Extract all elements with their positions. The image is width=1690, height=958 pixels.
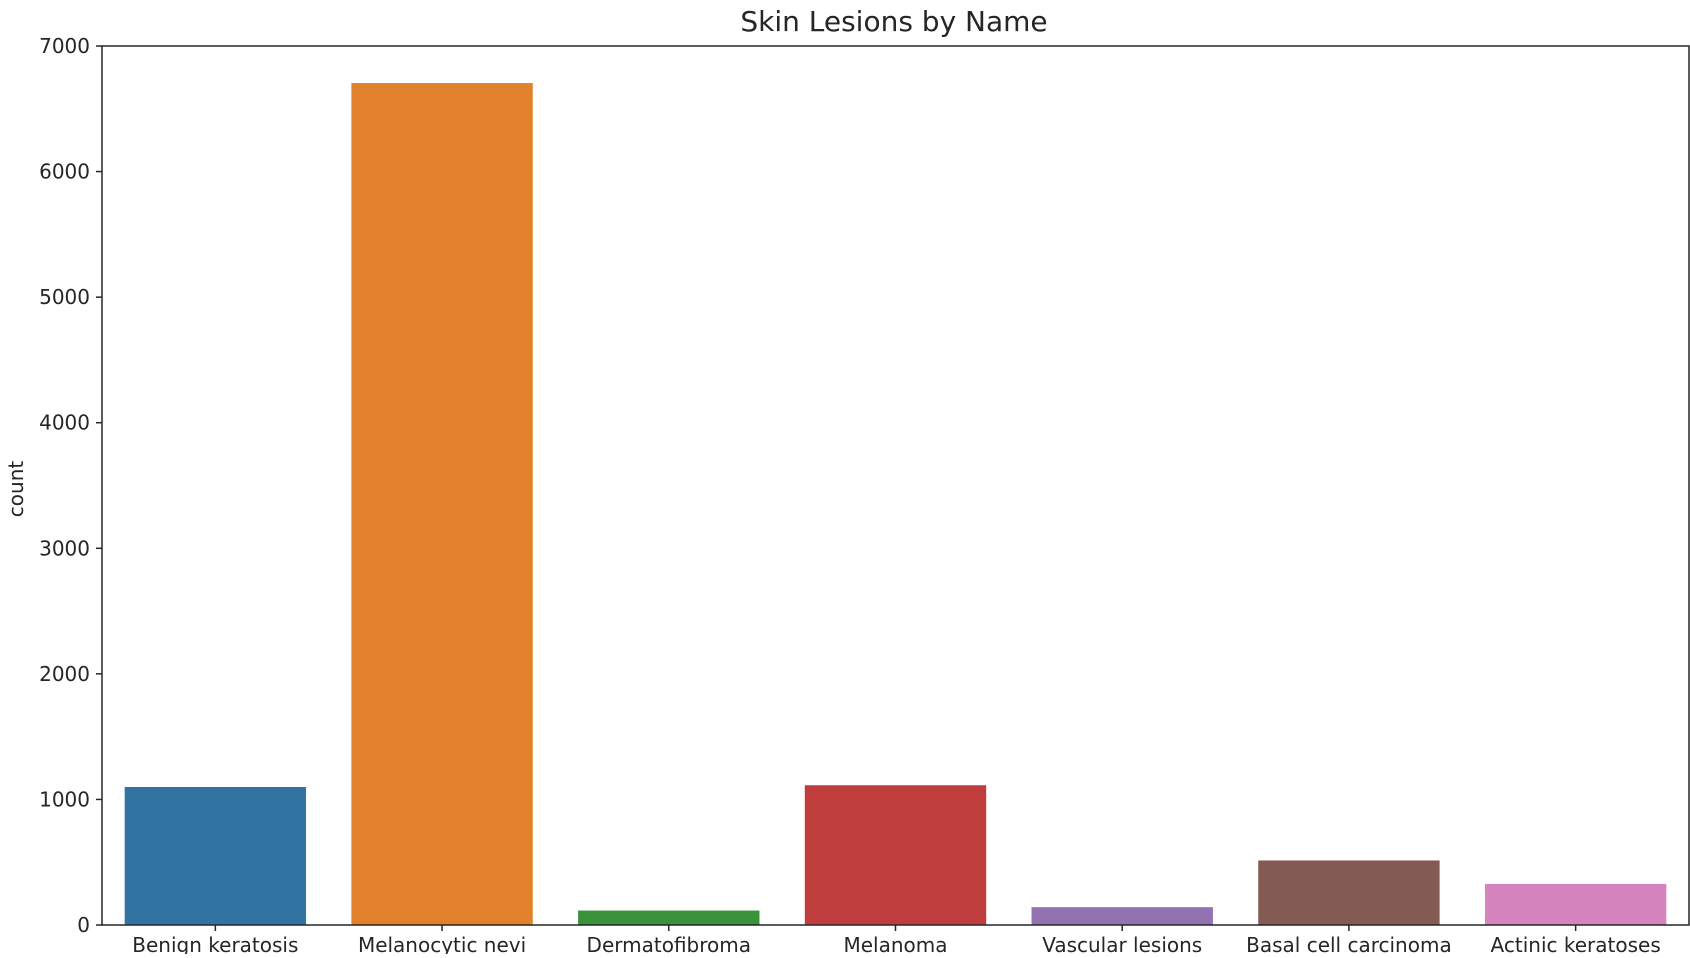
bar-basal-cell-carcinoma [1258,860,1440,925]
bar-melanoma [804,785,987,925]
bar-dermatofibroma [578,910,760,925]
x-tick-label: Vascular lesions [1042,933,1202,954]
x-tick-label: Melanocytic nevi [358,933,526,954]
y-tick-label: 3000 [39,536,90,560]
chart-title: Skin Lesions by Name [740,5,1047,38]
y-tick-label: 0 [77,913,90,937]
y-tick-label: 7000 [39,34,90,58]
x-tick-label: Actinic keratoses [1491,933,1661,954]
x-tick-label: Melanoma [843,933,947,954]
bar-vascular-lesions [1031,907,1213,925]
x-tick-label: Basal cell carcinoma [1246,933,1452,954]
x-tick-label: Benign keratosis [132,933,298,954]
y-tick-label: 2000 [39,662,90,686]
y-tick-label: 4000 [39,411,90,435]
bar-benign-keratosis [124,787,307,925]
y-axis-label: count [4,461,28,518]
bar-melanocytic-nevi [351,83,533,926]
bar-actinic-keratoses [1484,883,1667,925]
y-tick-label: 6000 [39,160,90,184]
plot-frame [101,45,1690,926]
bars-layer [124,83,1667,926]
y-axis: 0 1000 2000 3000 4000 5000 6000 7000 [39,34,102,937]
y-tick-label: 1000 [39,787,90,811]
y-tick-label: 5000 [39,285,90,309]
x-tick-label: Dermatofibroma [587,933,751,954]
x-axis: Benign keratosis Melanocytic nevi Dermatof… [132,925,1661,957]
